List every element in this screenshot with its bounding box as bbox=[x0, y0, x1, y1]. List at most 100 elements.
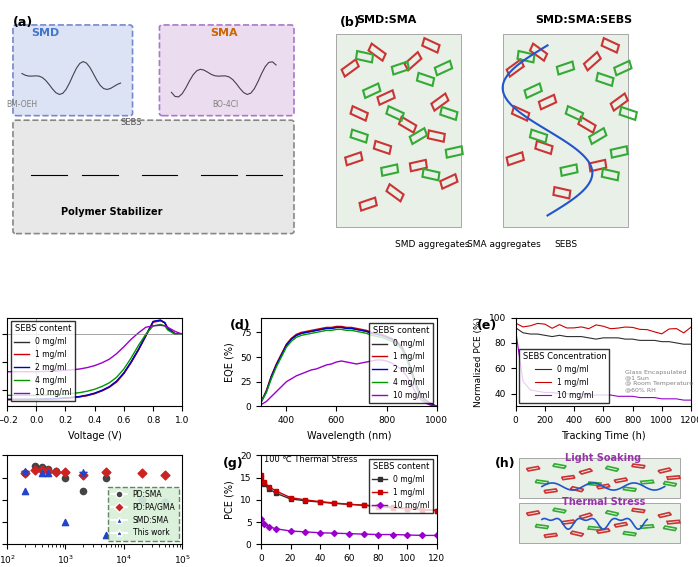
Text: (e): (e) bbox=[477, 319, 497, 332]
0 mg/ml bbox=[556, 332, 564, 338]
0 mg/ml bbox=[332, 324, 341, 331]
1 mg/ml bbox=[301, 497, 309, 503]
0 mg/ml bbox=[397, 344, 406, 350]
Text: Glass Encapsulated
@1 Sun
@ Room Temperature
@60% RH: Glass Encapsulated @1 Sun @ Room Tempera… bbox=[625, 370, 693, 392]
4 mg/ml bbox=[362, 330, 371, 337]
1 mg/ml bbox=[389, 505, 397, 511]
0 mg/ml bbox=[352, 326, 361, 333]
0 mg/ml bbox=[378, 332, 386, 338]
4 mg/ml bbox=[392, 341, 401, 348]
Point bbox=[19, 468, 30, 477]
2 mg/ml bbox=[387, 336, 396, 342]
Bar bbox=[614, 61, 632, 75]
4 mg/ml bbox=[318, 328, 326, 335]
4 mg/ml bbox=[272, 363, 281, 370]
1 mg/ml bbox=[621, 324, 630, 331]
4 mg/ml bbox=[302, 331, 311, 338]
2 mg/ml bbox=[178, 331, 186, 337]
Bar bbox=[570, 486, 584, 492]
10 mg/ml bbox=[301, 528, 309, 535]
0 mg/ml bbox=[418, 506, 426, 513]
X-axis label: Wavelength (nm): Wavelength (nm) bbox=[306, 431, 392, 441]
2 mg/ml bbox=[408, 369, 416, 375]
Line: 0 mg/ml: 0 mg/ml bbox=[259, 476, 439, 513]
1 mg/ml bbox=[292, 331, 301, 338]
1 mg/ml bbox=[17, 396, 26, 403]
1 mg/ml bbox=[519, 324, 527, 331]
Bar bbox=[524, 83, 542, 98]
Bar bbox=[526, 511, 540, 515]
Legend: 0 mg/ml, 1 mg/ml, 10 mg/ml: 0 mg/ml, 1 mg/ml, 10 mg/ml bbox=[519, 349, 609, 403]
10 mg/ml bbox=[512, 327, 520, 333]
1 mg/ml bbox=[541, 321, 549, 328]
0 mg/ml bbox=[427, 401, 436, 408]
FancyBboxPatch shape bbox=[519, 502, 681, 543]
Bar bbox=[589, 128, 607, 144]
10 mg/ml bbox=[149, 323, 157, 329]
10 mg/ml bbox=[680, 397, 688, 404]
Point bbox=[77, 486, 89, 496]
Bar bbox=[667, 476, 680, 479]
Bar bbox=[614, 478, 628, 483]
10 mg/ml bbox=[687, 397, 695, 404]
0 mg/ml bbox=[628, 336, 637, 342]
10 mg/ml bbox=[267, 393, 276, 400]
10 mg/ml bbox=[367, 358, 376, 365]
10 mg/ml bbox=[39, 368, 47, 375]
0 mg/ml bbox=[357, 327, 366, 334]
1 mg/ml bbox=[533, 320, 542, 327]
Bar bbox=[378, 90, 395, 105]
2 mg/ml bbox=[422, 398, 431, 405]
4 mg/ml bbox=[307, 330, 315, 337]
4 mg/ml bbox=[348, 327, 356, 334]
2 mg/ml bbox=[161, 319, 169, 326]
Bar bbox=[435, 61, 452, 75]
0 mg/ml bbox=[17, 396, 26, 403]
0 mg/ml bbox=[563, 333, 571, 340]
0 mg/ml bbox=[665, 338, 674, 345]
4 mg/ml bbox=[142, 331, 150, 337]
Bar bbox=[526, 467, 540, 471]
1 mg/ml bbox=[171, 330, 179, 337]
0 mg/ml bbox=[127, 358, 135, 365]
4 mg/ml bbox=[105, 379, 114, 386]
2 mg/ml bbox=[337, 324, 346, 331]
10 mg/ml bbox=[592, 392, 600, 399]
0 mg/ml bbox=[403, 505, 412, 512]
1 mg/ml bbox=[433, 403, 441, 410]
0 mg/ml bbox=[105, 384, 114, 391]
Point bbox=[101, 531, 112, 540]
2 mg/ml bbox=[348, 325, 356, 332]
10 mg/ml bbox=[607, 392, 615, 399]
1 mg/ml bbox=[599, 323, 607, 329]
1 mg/ml bbox=[112, 379, 121, 386]
0 mg/ml bbox=[348, 325, 356, 332]
0 mg/ml bbox=[286, 496, 295, 502]
Point bbox=[43, 467, 54, 476]
0 mg/ml bbox=[658, 338, 666, 345]
10 mg/ml bbox=[556, 390, 564, 397]
10 mg/ml bbox=[257, 401, 265, 408]
X-axis label: Voltage (V): Voltage (V) bbox=[68, 431, 121, 441]
0 mg/ml bbox=[541, 332, 549, 338]
Point bbox=[60, 468, 71, 477]
2 mg/ml bbox=[68, 394, 77, 401]
0 mg/ml bbox=[392, 339, 401, 346]
2 mg/ml bbox=[39, 396, 47, 403]
0 mg/ml bbox=[512, 324, 520, 331]
Line: 4 mg/ml: 4 mg/ml bbox=[261, 329, 437, 407]
1 mg/ml bbox=[260, 479, 269, 485]
1 mg/ml bbox=[332, 323, 341, 330]
10 mg/ml bbox=[541, 389, 549, 396]
Bar bbox=[667, 521, 680, 524]
1 mg/ml bbox=[142, 333, 150, 340]
Legend: PD:SMA, PD:PA/GMA, SMD:SMA, This work: PD:SMA, PD:PA/GMA, SMD:SMA, This work bbox=[108, 487, 179, 540]
10 mg/ml bbox=[665, 395, 674, 402]
Point bbox=[19, 469, 30, 478]
Bar bbox=[517, 51, 535, 62]
0 mg/ml bbox=[345, 501, 353, 507]
Point bbox=[19, 486, 30, 496]
Bar bbox=[512, 106, 529, 121]
Bar bbox=[539, 95, 556, 109]
10 mg/ml bbox=[315, 530, 324, 536]
